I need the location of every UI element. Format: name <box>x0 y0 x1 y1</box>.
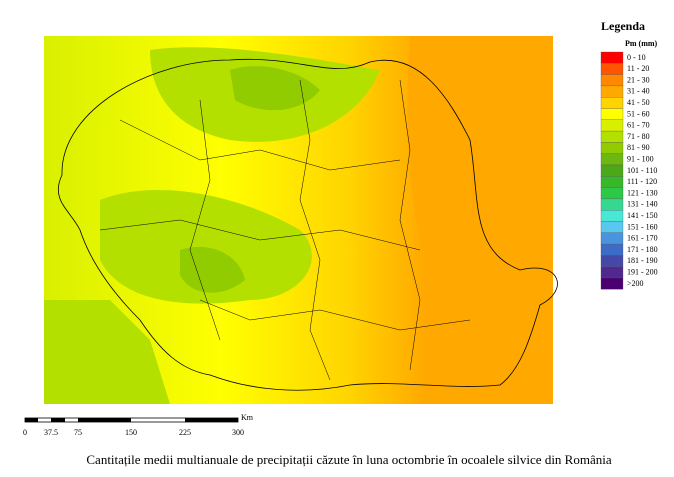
scale-bar: Km <box>24 413 254 423</box>
legend-label: 31 - 40 <box>627 87 650 96</box>
legend-label: 81 - 90 <box>627 143 650 152</box>
zone <box>44 300 170 404</box>
zone <box>100 190 312 304</box>
legend-label: 41 - 50 <box>627 98 650 107</box>
legend-label: 51 - 60 <box>627 109 650 118</box>
scale-segment <box>185 418 238 422</box>
zone <box>230 66 320 111</box>
legend-label: 91 - 100 <box>627 155 654 164</box>
scale-tick-label: 300 <box>232 428 244 437</box>
legend-swatch <box>600 164 624 177</box>
legend-swatch <box>600 266 624 279</box>
legend-swatch <box>600 153 624 166</box>
legend-label: 111 - 120 <box>627 177 657 186</box>
country-outline <box>57 58 558 391</box>
scale-segment <box>51 418 65 422</box>
legend-swatch <box>600 221 624 233</box>
legend-label: 11 - 20 <box>627 64 649 73</box>
map <box>44 36 558 404</box>
legend-label: 0 - 10 <box>627 53 646 62</box>
legend-label: 71 - 80 <box>627 132 650 141</box>
legend-swatch <box>600 176 624 188</box>
scale-tick-label: 150 <box>125 428 137 437</box>
legend-swatch <box>600 97 624 109</box>
scale-segment <box>78 418 131 422</box>
caption: Cantitațile medii multianuale de precipi… <box>86 452 611 467</box>
legend-label: 21 - 30 <box>627 75 650 84</box>
scale-segment <box>25 418 38 422</box>
legend-swatch <box>600 119 624 132</box>
scale-tick-label: 75 <box>74 428 82 437</box>
legend-label: 101 - 110 <box>627 166 657 175</box>
scale-unit: Km <box>241 413 254 422</box>
legend-swatch <box>600 63 624 75</box>
legend-label: 61 - 70 <box>627 121 650 130</box>
legend-swatch <box>600 142 624 154</box>
legend-swatch <box>600 187 624 200</box>
legend-swatch <box>600 210 624 222</box>
scale-tick-label: 37.5 <box>44 428 58 437</box>
legend-swatch <box>600 74 624 87</box>
legend-unit: Pm (mm) <box>625 39 658 48</box>
scale-tick-label: 225 <box>179 428 191 437</box>
legend-label: 181 - 190 <box>627 256 658 265</box>
legend-swatch <box>600 108 624 120</box>
legend-title: Legenda <box>601 19 645 33</box>
legend-swatch <box>600 232 624 245</box>
legend-swatch <box>600 255 624 267</box>
legend-label: 171 - 180 <box>627 245 658 254</box>
legend-swatch <box>600 130 624 143</box>
legend-label: 141 - 150 <box>627 211 658 220</box>
legend-label: >200 <box>627 279 644 288</box>
legend-swatch <box>600 277 624 290</box>
zone <box>180 246 245 293</box>
legend-swatch <box>600 85 624 98</box>
legend-label: 151 - 160 <box>627 222 658 231</box>
legend-swatch <box>600 51 624 64</box>
legend-label: 121 - 130 <box>627 188 658 197</box>
legend-swatch <box>600 243 624 256</box>
scale-ticks: 0 37.5 75 150 225 300 <box>23 428 244 437</box>
legend-swatch <box>600 198 624 211</box>
legend-label: 131 - 140 <box>627 200 658 209</box>
legend: 0 - 10 11 - 20 21 - 30 31 - 40 41 - 50 51 - 6… <box>600 51 658 290</box>
scale-tick-label: 0 <box>23 428 27 437</box>
legend-label: 191 - 200 <box>627 268 658 277</box>
legend-label: 161 - 170 <box>627 234 658 243</box>
district-boundaries <box>99 79 471 381</box>
